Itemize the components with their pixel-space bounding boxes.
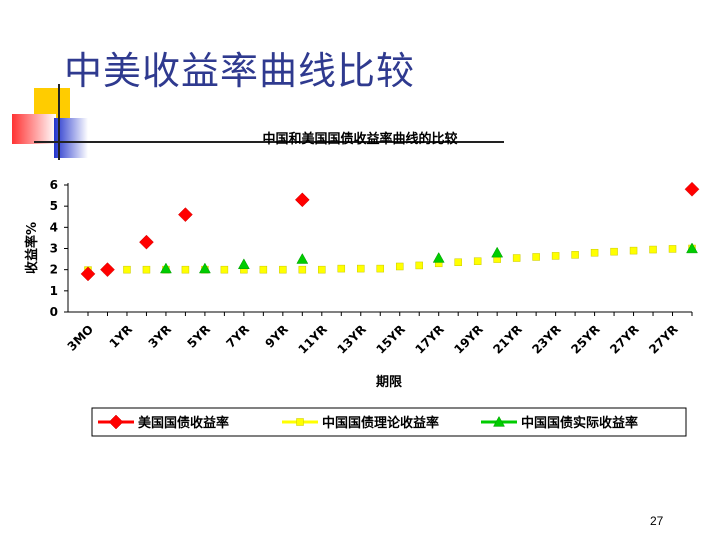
y-tick-label: 6	[50, 178, 58, 192]
data-point	[649, 245, 657, 254]
data-point	[181, 265, 190, 274]
x-tick-label: 27YR	[607, 322, 641, 356]
x-tick-label: 5YR	[185, 322, 213, 350]
y-tick-label: 4	[50, 220, 58, 234]
chart-title: 中国和美国国债收益率曲线的比较	[262, 131, 457, 147]
series-diamond	[80, 181, 700, 282]
y-tick-label: 0	[50, 305, 58, 319]
x-tick-label: 27YR	[646, 322, 680, 356]
data-point	[123, 265, 131, 274]
legend-label: 美国国债收益率	[138, 415, 229, 431]
x-tick-label: 11YR	[296, 322, 330, 356]
data-point	[512, 254, 521, 262]
data-point	[100, 262, 115, 278]
data-point	[357, 264, 365, 273]
legend-marker	[493, 415, 505, 427]
page-number: 27	[650, 514, 664, 528]
x-tick-label: 23YR	[529, 322, 563, 356]
data-point	[473, 257, 482, 265]
data-point	[294, 192, 310, 208]
legend-label: 中国国债实际收益率	[521, 415, 638, 431]
data-point	[571, 251, 579, 259]
data-point	[491, 246, 504, 258]
x-tick-label: 15YR	[373, 322, 407, 356]
x-tick-label: 13YR	[335, 322, 369, 356]
data-point	[237, 258, 250, 270]
y-tick-label: 5	[50, 199, 58, 213]
data-point	[298, 265, 307, 274]
data-point	[610, 247, 618, 256]
x-tick-label: 1YR	[107, 322, 135, 350]
data-point	[337, 264, 346, 273]
data-point	[259, 265, 268, 274]
data-point	[590, 248, 599, 257]
legend-marker	[296, 418, 304, 426]
data-point	[139, 234, 154, 250]
data-point	[532, 253, 540, 261]
data-point	[415, 261, 423, 270]
data-point	[279, 265, 287, 274]
deco-horizontal-line	[34, 141, 504, 143]
data-point	[220, 265, 229, 274]
data-point	[142, 265, 151, 274]
x-tick-label: 25YR	[568, 322, 602, 356]
data-point	[198, 262, 211, 274]
data-point	[684, 181, 700, 197]
data-point	[160, 262, 172, 274]
data-point	[629, 246, 638, 255]
y-tick-label: 2	[50, 263, 58, 277]
data-point	[80, 266, 96, 282]
data-point	[178, 207, 193, 222]
series-triangle	[160, 242, 698, 274]
data-point	[296, 253, 309, 264]
legend-label: 中国国债理论收益率	[322, 415, 439, 431]
series-square	[84, 244, 696, 274]
data-point	[551, 252, 560, 260]
deco-vertical-line	[58, 84, 60, 160]
data-point	[668, 245, 677, 253]
x-tick-label: 9YR	[262, 322, 290, 350]
y-axis-label: 收益率%	[24, 222, 40, 274]
y-tick-label: 3	[50, 242, 58, 256]
legend-box	[91, 407, 687, 437]
x-axis-label: 期限	[376, 375, 403, 390]
data-point	[376, 264, 385, 273]
x-tick-label: 3MO	[65, 322, 96, 353]
legend: 美国国债收益率 中国国债理论收益率 中国国债实际收益率	[91, 407, 687, 437]
slide-title: 中美收益率曲线比较	[64, 49, 416, 93]
data-point	[395, 262, 404, 271]
x-tick-label: 21YR	[490, 322, 524, 356]
data-point	[432, 252, 445, 263]
x-tick-label: 3YR	[146, 322, 174, 350]
x-tick-label: 19YR	[451, 322, 485, 356]
x-tick-label: 7YR	[224, 322, 252, 350]
y-tick-label: 1	[50, 284, 58, 298]
data-point	[318, 265, 326, 274]
legend-marker	[108, 414, 124, 430]
x-tick-label: 17YR	[412, 322, 446, 356]
data-point	[454, 258, 462, 267]
deco-red-block	[12, 114, 56, 144]
series-layer	[80, 181, 700, 282]
data-point	[686, 242, 698, 254]
